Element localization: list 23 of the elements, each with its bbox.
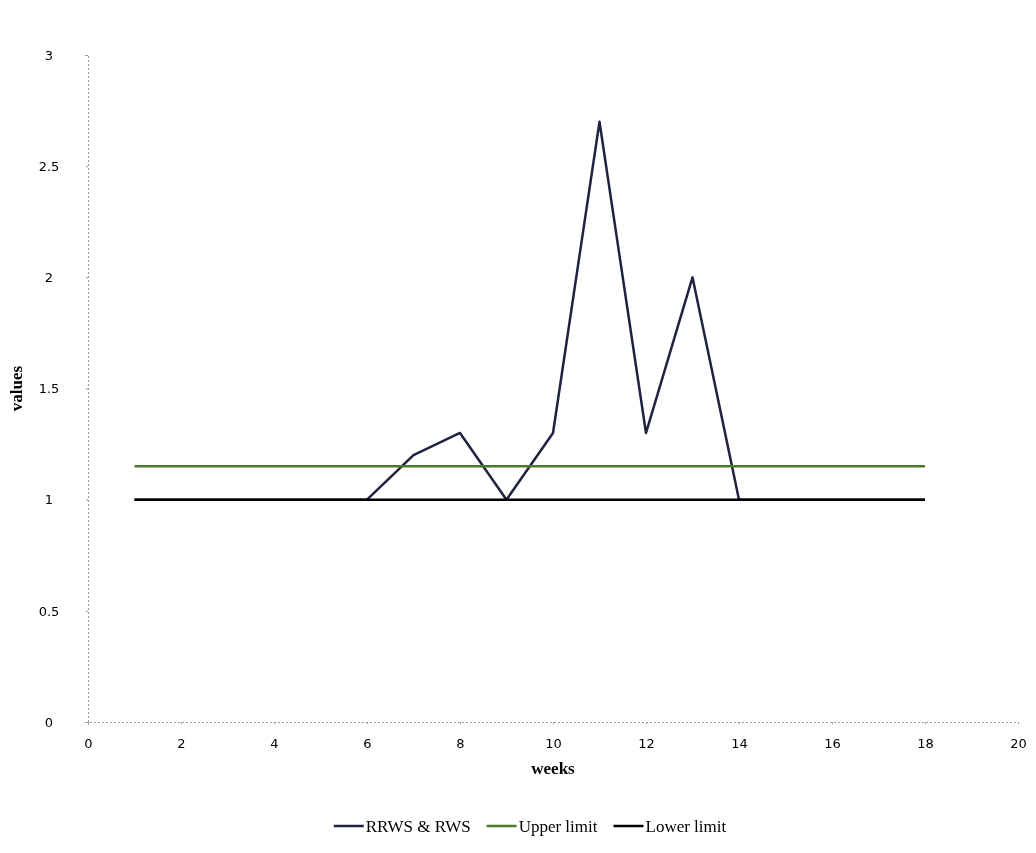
legend-label: Lower limit: [645, 817, 727, 836]
x-tick-label: 8: [456, 736, 465, 752]
y-tick-label: 2.5: [38, 158, 60, 174]
y-tick-label: 1.5: [38, 381, 60, 397]
x-tick-label: 16: [824, 736, 841, 752]
y-tick-label: 0: [44, 714, 54, 730]
x-tick-label: 2: [177, 736, 186, 752]
x-tick-label: 12: [638, 736, 655, 752]
legend-label: RRWS & RWS: [365, 817, 471, 836]
x-tick-label: 18: [917, 736, 934, 752]
y-axis-title: values: [7, 365, 26, 412]
legend-label: Upper limit: [518, 817, 598, 836]
y-tick-label: 2: [44, 269, 54, 285]
x-tick-label: 10: [545, 736, 562, 752]
x-tick-label: 6: [363, 736, 372, 752]
y-tick-label: 1: [44, 492, 54, 508]
y-tick-label: 0.5: [38, 603, 60, 619]
x-tick-label: 20: [1010, 736, 1027, 752]
x-tick-label: 14: [731, 736, 748, 752]
y-tick-label: 3: [44, 47, 54, 63]
x-tick-label: 0: [84, 736, 93, 752]
x-tick-label: 4: [270, 736, 279, 752]
x-axis-title: weeks: [531, 759, 576, 778]
